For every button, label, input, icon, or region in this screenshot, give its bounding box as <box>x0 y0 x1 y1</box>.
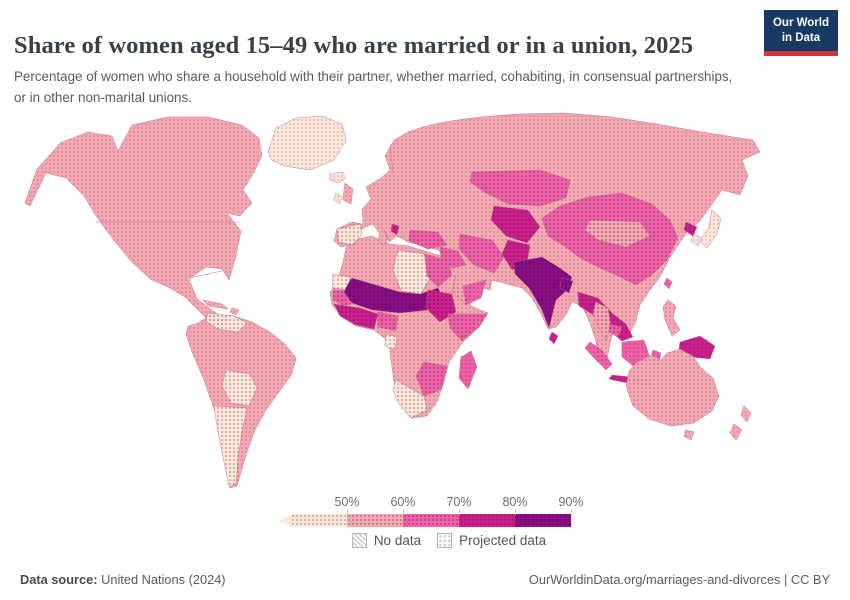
projected-data-label: Projected data <box>459 533 547 548</box>
owid-url-license[interactable]: OurWorldinData.org/marriages-and-divorce… <box>528 572 830 587</box>
region-new-zealand-south[interactable] <box>729 423 743 441</box>
region-north-america[interactable] <box>24 116 263 330</box>
legend-segment-80–90%[interactable] <box>515 514 571 527</box>
legend-tick-mark <box>346 508 348 515</box>
region-iceland[interactable] <box>329 171 347 184</box>
world-choropleth-map <box>24 112 761 489</box>
region-ireland[interactable] <box>333 192 343 205</box>
region-tasmania[interactable] <box>683 429 695 441</box>
legend-segment-<50%[interactable] <box>291 514 347 527</box>
legend-left-arrow <box>279 514 291 527</box>
legend-key-projected[interactable]: Projected data <box>437 533 546 548</box>
region-sri-lanka[interactable] <box>548 331 559 345</box>
legend-segment-60–70%[interactable] <box>403 514 459 527</box>
region-philippines[interactable] <box>662 299 681 337</box>
owid-logo-text: Our World in Data <box>763 10 838 51</box>
region-taiwan[interactable] <box>663 277 673 290</box>
page-title: Share of women aged 15–49 who are marrie… <box>14 32 694 60</box>
legend-tick-mark <box>458 508 460 515</box>
chart-subtitle: Percentage of women who share a househol… <box>14 69 733 105</box>
legend-tick-label: 70% <box>446 495 472 509</box>
region-madagascar[interactable] <box>458 350 478 390</box>
region-gabon[interactable] <box>384 333 398 351</box>
projected-data-swatch-icon <box>437 533 453 548</box>
legend-tick-mark <box>402 508 404 515</box>
legend-tick-label: 50% <box>334 495 360 509</box>
region-united-kingdom[interactable] <box>342 182 354 205</box>
region-new-zealand-north[interactable] <box>740 405 752 423</box>
data-source-value: United Nations (2024) <box>97 572 226 587</box>
legend-tick-labels: 50% 60% 70% 80% 90% <box>291 495 584 515</box>
region-australia[interactable] <box>625 348 720 427</box>
region-hispaniola[interactable] <box>229 307 240 316</box>
legend-key-no-data[interactable]: No data <box>351 533 422 548</box>
legend-tick-label: 60% <box>390 495 416 509</box>
region-greenland[interactable] <box>267 115 347 171</box>
legend-keys: No data Projected data <box>279 533 571 548</box>
legend-segment-70–80%[interactable] <box>459 514 515 527</box>
map-legend: 50% 60% 70% 80% 90% No data Projected data <box>0 495 850 553</box>
legend-tick-label: 80% <box>502 495 528 509</box>
legend-tick-mark <box>570 508 572 515</box>
no-data-label: No data <box>373 533 422 548</box>
legend-color-bar <box>279 514 571 527</box>
legend-tick-mark <box>514 508 516 515</box>
data-source-prefix: Data source: <box>20 572 98 587</box>
owid-logo[interactable]: Our World in Data <box>763 10 838 56</box>
legend-tick-label: 90% <box>558 495 584 509</box>
owid-logo-accent-bar <box>763 50 838 56</box>
legend-segments <box>291 514 571 527</box>
data-source-note: Data source: United Nations (2024) <box>20 572 226 587</box>
legend-segment-50–60%[interactable] <box>347 514 403 527</box>
no-data-swatch-icon <box>351 533 367 548</box>
